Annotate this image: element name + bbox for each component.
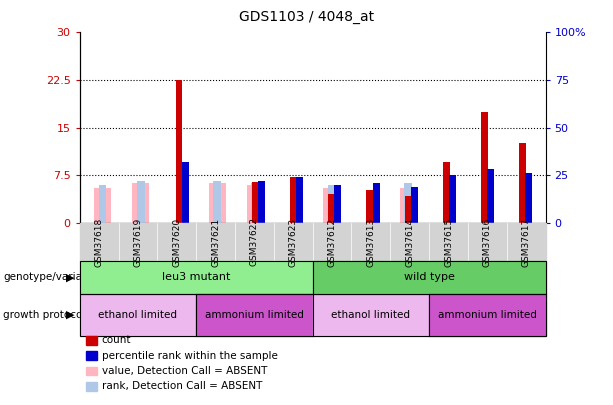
Bar	[525, 173, 532, 223]
Text: GSM37616: GSM37616	[483, 217, 492, 266]
Bar	[94, 188, 111, 223]
Bar	[449, 175, 456, 223]
Bar	[481, 112, 488, 223]
Text: ▶: ▶	[66, 273, 75, 282]
Bar	[137, 181, 145, 223]
Bar	[519, 143, 526, 223]
Bar	[329, 194, 335, 223]
Bar	[487, 169, 494, 223]
Bar	[373, 183, 379, 223]
Text: rank, Detection Call = ABSENT: rank, Detection Call = ABSENT	[102, 382, 262, 391]
Text: GSM37612: GSM37612	[327, 217, 337, 266]
Text: genotype/variation: genotype/variation	[3, 273, 102, 282]
Bar	[296, 177, 303, 223]
Bar	[328, 185, 335, 223]
Text: GDS1103 / 4048_at: GDS1103 / 4048_at	[239, 10, 374, 24]
Text: GSM37618: GSM37618	[94, 217, 104, 266]
Text: GSM37620: GSM37620	[172, 217, 181, 266]
Text: count: count	[102, 335, 131, 345]
Text: GSM37621: GSM37621	[211, 217, 220, 266]
Text: ethanol limited: ethanol limited	[99, 310, 177, 320]
Text: GSM37622: GSM37622	[250, 217, 259, 266]
Bar	[175, 80, 183, 223]
Bar	[213, 181, 221, 223]
Bar	[181, 162, 189, 223]
Bar	[411, 187, 417, 223]
Text: percentile rank within the sample: percentile rank within the sample	[102, 351, 278, 360]
Bar	[443, 162, 450, 223]
Bar	[335, 185, 341, 223]
Bar	[258, 181, 265, 223]
Text: GSM37619: GSM37619	[134, 217, 142, 266]
Text: ▶: ▶	[66, 310, 75, 320]
Text: ethanol limited: ethanol limited	[332, 310, 410, 320]
Bar	[132, 183, 150, 223]
Bar	[290, 177, 297, 223]
Text: ammonium limited: ammonium limited	[438, 310, 537, 320]
Text: growth protocol: growth protocol	[3, 310, 85, 320]
Text: leu3 mutant: leu3 mutant	[162, 273, 230, 282]
Bar	[404, 183, 412, 223]
Bar	[367, 190, 373, 223]
Text: value, Detection Call = ABSENT: value, Detection Call = ABSENT	[102, 366, 267, 376]
Bar	[323, 188, 340, 223]
Text: ammonium limited: ammonium limited	[205, 310, 304, 320]
Text: GSM37617: GSM37617	[522, 217, 531, 266]
Bar	[247, 185, 264, 223]
Text: GSM37613: GSM37613	[367, 217, 375, 266]
Bar	[251, 183, 259, 223]
Bar	[99, 185, 107, 223]
Text: wild type: wild type	[404, 273, 454, 282]
Text: GSM37614: GSM37614	[405, 217, 414, 266]
Bar	[208, 183, 226, 223]
Bar	[400, 188, 417, 223]
Text: GSM37615: GSM37615	[444, 217, 453, 266]
Bar	[252, 181, 259, 223]
Text: GSM37623: GSM37623	[289, 217, 298, 266]
Bar	[405, 196, 411, 223]
